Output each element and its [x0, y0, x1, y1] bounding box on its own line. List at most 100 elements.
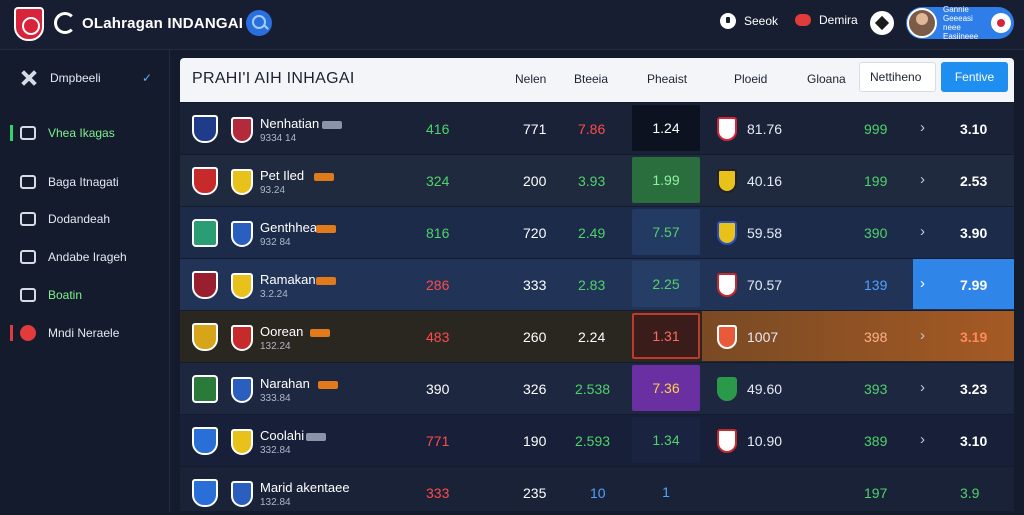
red-ball-icon	[20, 325, 36, 341]
stat-cell: 999	[864, 121, 888, 137]
sidebar-item-mndi-neraele[interactable]: Mndi Neraele	[0, 319, 170, 347]
stat-cell: 324	[426, 173, 450, 189]
odds-value[interactable]: 3.9	[960, 485, 980, 501]
column-header[interactable]: Nelen	[515, 72, 547, 86]
team-crest-icon	[192, 271, 218, 299]
odds-value[interactable]: 3.10	[960, 121, 988, 137]
tag-badge	[306, 433, 326, 441]
team-name: Nenhatian	[260, 116, 320, 131]
table-row[interactable]: Nenhatian 9334 14 416 771 7.86 1.24 81.7…	[180, 103, 1014, 155]
stat-cell: 260	[523, 329, 547, 345]
selected-odds-highlight[interactable]	[913, 259, 1014, 309]
sidebar-item-andabe-irageh[interactable]: Andabe Irageh	[0, 243, 170, 271]
table-row[interactable]: Pet Iled 93.24 324 200 3.93 1.99 40.16 1…	[180, 155, 1014, 207]
odds-value[interactable]: 3.23	[960, 381, 988, 397]
sidebar-item-label: Baga Itnagati	[48, 175, 119, 189]
odds-button[interactable]: 1.24	[632, 105, 700, 151]
stat-cell: 389	[864, 433, 888, 449]
tag-badge	[316, 225, 336, 233]
team-crest-icon	[192, 323, 218, 351]
team-crest-icon	[717, 377, 737, 401]
topbar-item-seeok[interactable]: Seeok	[720, 13, 778, 29]
chevron-right-icon[interactable]: ›	[920, 431, 925, 448]
stat-cell: 286	[426, 277, 450, 293]
red-pill-icon	[795, 14, 811, 26]
odds-value[interactable]: 3.90	[960, 225, 988, 241]
odds-button[interactable]: 2.25	[632, 261, 700, 307]
team-crest-icon	[717, 169, 737, 193]
odds-button[interactable]: 1.31	[632, 313, 700, 359]
stat-cell: 70.57	[747, 277, 783, 293]
list-icon	[20, 175, 36, 189]
sidebar-item-boatin[interactable]: Boatin	[0, 281, 170, 309]
tab-nettiheno[interactable]: Nettiheno	[859, 62, 936, 92]
odds-button[interactable]: 1.99	[632, 157, 700, 203]
clipboard-icon	[20, 250, 36, 264]
stat-cell: 1007	[747, 329, 779, 345]
table-row[interactable]: Genthhea 932 84 816 720 2.49 7.57 59.58 …	[180, 207, 1014, 259]
topbar-item-demira[interactable]: Demira	[795, 13, 858, 27]
odds-button[interactable]: 7.36	[632, 365, 700, 411]
stat-cell: 235	[523, 485, 547, 501]
sidebar-item-baga-itnagati[interactable]: Baga Itnagati	[0, 168, 170, 196]
profile-menu[interactable]: Gannie Geeeasi neee Easiineee	[906, 5, 1014, 41]
column-header[interactable]: Ploeid	[734, 72, 768, 86]
stat-cell: 2.49	[578, 225, 606, 241]
soccer-ball-icon[interactable]	[870, 11, 894, 35]
odds-value[interactable]: 3.10	[960, 433, 988, 449]
stat-cell: 40.16	[747, 173, 783, 189]
club-logo-icon[interactable]	[14, 7, 44, 41]
odds-button[interactable]: 1	[662, 484, 670, 500]
stat-cell: 2.24	[578, 329, 606, 345]
team-name: Genthhea	[260, 220, 318, 235]
stat-cell: 416	[426, 121, 450, 137]
tab-fentive[interactable]: Fentive	[941, 62, 1008, 92]
sidebar-item-vhea-ikagas[interactable]: Vhea Ikagas	[0, 119, 170, 147]
sidebar-item-dodandeah[interactable]: Dodandeah	[0, 205, 170, 233]
stat-cell: 199	[864, 173, 888, 189]
chevron-right-icon[interactable]: ›	[920, 119, 925, 136]
app-mark-icon	[54, 12, 76, 34]
profile-line: Geeeasi neee	[943, 14, 973, 32]
active-indicator	[10, 125, 13, 141]
odds-button[interactable]: 1.34	[632, 417, 700, 463]
sidebar-item-label: Mndi Neraele	[48, 326, 120, 340]
table-row[interactable]: Narahan 333.84 390 326 2.538 7.36 49.60 …	[180, 363, 1014, 415]
chevron-right-icon[interactable]: ›	[920, 171, 925, 188]
stat-cell: 200	[523, 173, 547, 189]
team-crest-icon	[192, 167, 218, 195]
highlight-band	[702, 311, 1014, 361]
odds-button[interactable]: 7.57	[632, 209, 700, 255]
team-meta: 93.24	[260, 185, 286, 196]
topbar-item-label: Demira	[819, 13, 858, 27]
team-crest-icon	[231, 377, 253, 403]
team-crest-icon	[231, 221, 253, 247]
stat-cell: 49.60	[747, 381, 783, 397]
odds-value[interactable]: 7.99	[960, 277, 988, 293]
sidebar-item-dmpbeeli[interactable]: Dmpbeeli ✓	[0, 64, 170, 92]
stat-cell: 10.90	[747, 433, 783, 449]
flag-icon	[991, 13, 1011, 33]
chevron-right-icon[interactable]: ›	[920, 327, 925, 344]
column-header[interactable]: Gloana	[807, 72, 846, 86]
odds-value[interactable]: 3.19	[960, 329, 988, 345]
table-row[interactable]: Coolahi 332.84 771 190 2.593 1.34 10.90 …	[180, 415, 1014, 467]
sidebar: Dmpbeeli ✓ Vhea Ikagas Baga Itnagati Dod…	[0, 50, 170, 512]
stat-cell: 3.93	[578, 173, 606, 189]
column-header[interactable]: Pheaist	[647, 72, 688, 86]
column-header[interactable]: Bteeia	[574, 72, 609, 86]
table-row[interactable]: Ramakan 3.2.24 286 333 2.83 2.25 70.57 1…	[180, 259, 1014, 311]
odds-value[interactable]: 2.53	[960, 173, 988, 189]
table-row[interactable]: Oorean 132.24 483 260 2.24 1.31 1007 398…	[180, 311, 1014, 363]
search-button[interactable]	[246, 10, 272, 36]
chevron-right-icon[interactable]: ›	[920, 223, 925, 240]
chevron-right-icon[interactable]: ›	[920, 275, 925, 292]
team-name: Pet Iled	[260, 168, 305, 183]
team-meta: 3.2.24	[260, 289, 288, 300]
table-row[interactable]: Marid akentaee 132.84 333 235 10 1 197 3…	[180, 467, 1014, 512]
check-icon: ✓	[142, 71, 153, 85]
avatar	[907, 8, 937, 38]
chevron-right-icon[interactable]: ›	[920, 379, 925, 396]
cross-icon	[20, 69, 38, 87]
stat-cell: 326	[523, 381, 547, 397]
